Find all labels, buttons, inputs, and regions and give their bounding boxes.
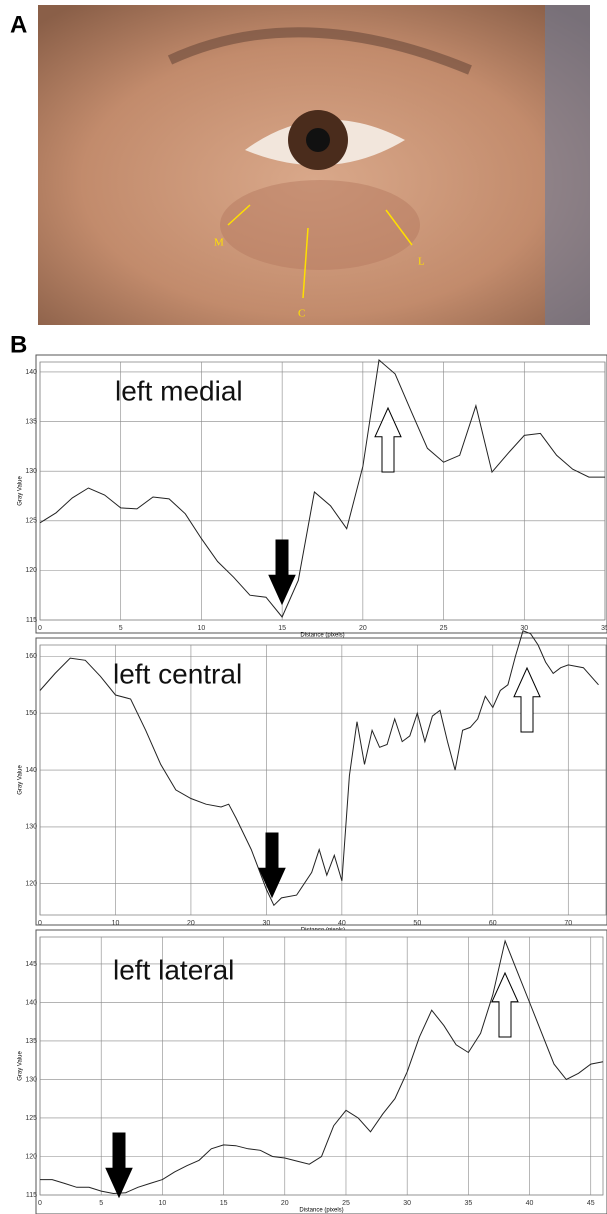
x-tick-label: 50 <box>413 920 421 927</box>
x-tick-label: 35 <box>464 1200 472 1207</box>
chart: 0 10 20 30 40 50 60 70 120 130 140 150 160 Distance (… <box>18 630 607 934</box>
y-tick-label: 135 <box>25 418 37 425</box>
arrow <box>491 971 519 1038</box>
x-tick-label: 40 <box>338 920 346 927</box>
x-axis-label: Distance (pixels) <box>300 633 344 639</box>
lower-lid <box>220 180 420 270</box>
arrow <box>268 539 296 606</box>
x-tick-label: 5 <box>99 1200 103 1207</box>
y-tick-label: 140 <box>25 767 37 774</box>
y-tick-label: 130 <box>25 1076 37 1083</box>
x-tick-label: 60 <box>489 920 497 927</box>
y-tick-label: 125 <box>25 518 37 525</box>
x-tick-label: 35 <box>601 625 607 632</box>
y-tick-label: 130 <box>25 824 37 831</box>
marker-line <box>227 204 251 226</box>
y-tick-label: 115 <box>26 1192 37 1199</box>
y-tick-label: 140 <box>25 999 37 1006</box>
arrow <box>258 832 286 899</box>
x-tick-label: 20 <box>281 1200 289 1207</box>
background <box>545 5 590 325</box>
x-tick-label: 0 <box>38 1200 42 1207</box>
x-tick-label: 10 <box>198 625 206 632</box>
photo-label: C <box>298 308 305 320</box>
pupil <box>306 128 330 152</box>
y-tick-label: 120 <box>25 567 37 574</box>
y-tick-label: 130 <box>25 468 37 475</box>
x-tick-label: 45 <box>587 1200 595 1207</box>
y-tick-label: 115 <box>26 617 37 624</box>
x-tick-label: 0 <box>38 920 42 927</box>
marker-line <box>385 209 413 246</box>
chart-title: left lateral <box>113 954 234 985</box>
x-tick-label: 20 <box>359 625 367 632</box>
arrow <box>374 406 402 473</box>
y-tick-label: 120 <box>25 1153 37 1160</box>
y-tick-label: 145 <box>25 961 37 968</box>
y-tick-label: 125 <box>25 1115 37 1122</box>
y-axis-label: Gray Value <box>18 476 24 506</box>
x-tick-label: 15 <box>278 625 286 632</box>
eyebrow <box>167 27 472 75</box>
x-axis-label: Distance (pixels) <box>299 1208 343 1214</box>
x-tick-label: 70 <box>564 920 572 927</box>
photo: M C L <box>38 5 590 325</box>
x-tick-label: 5 <box>119 625 123 632</box>
data-line <box>39 630 599 907</box>
arrow <box>105 1132 133 1199</box>
chart-frame <box>35 637 607 926</box>
x-tick-label: 15 <box>220 1200 228 1207</box>
x-tick-label: 30 <box>263 920 271 927</box>
x-tick-label: 25 <box>440 625 448 632</box>
x-tick-label: 30 <box>403 1200 411 1207</box>
x-tick-label: 10 <box>158 1200 166 1207</box>
panel-label: A <box>10 11 27 38</box>
y-tick-label: 135 <box>25 1038 37 1045</box>
y-tick-label: 150 <box>25 710 37 717</box>
photo-label: M <box>214 237 224 249</box>
marker-line <box>302 227 309 299</box>
arrow <box>513 666 541 733</box>
x-tick-label: 20 <box>187 920 195 927</box>
y-tick-label: 160 <box>25 653 37 660</box>
y-axis-label: Gray Value <box>18 765 24 795</box>
chart: 0 5 10 15 20 25 30 35 40 45 115 120 125 130 135 140 145 D… <box>18 929 607 1214</box>
panel-label: B <box>10 331 27 358</box>
y-tick-label: 140 <box>25 369 37 376</box>
photo-label: L <box>418 256 425 268</box>
x-tick-label: 30 <box>520 625 528 632</box>
y-axis-label: Gray Value <box>18 1051 24 1081</box>
x-tick-label: 25 <box>342 1200 350 1207</box>
data-line <box>39 359 605 618</box>
x-tick-label: 40 <box>526 1200 534 1207</box>
x-tick-label: 10 <box>112 920 120 927</box>
chart-title: left central <box>113 658 242 689</box>
chart: 0 5 10 15 20 25 30 35 115 120 125 130 135 140 Distance… <box>18 354 607 639</box>
x-tick-label: 0 <box>38 625 42 632</box>
y-tick-label: 120 <box>25 881 37 888</box>
chart-title: left medial <box>115 375 243 406</box>
chart-frame <box>35 929 607 1214</box>
chart-frame <box>35 354 607 634</box>
data-line <box>40 939 604 1195</box>
